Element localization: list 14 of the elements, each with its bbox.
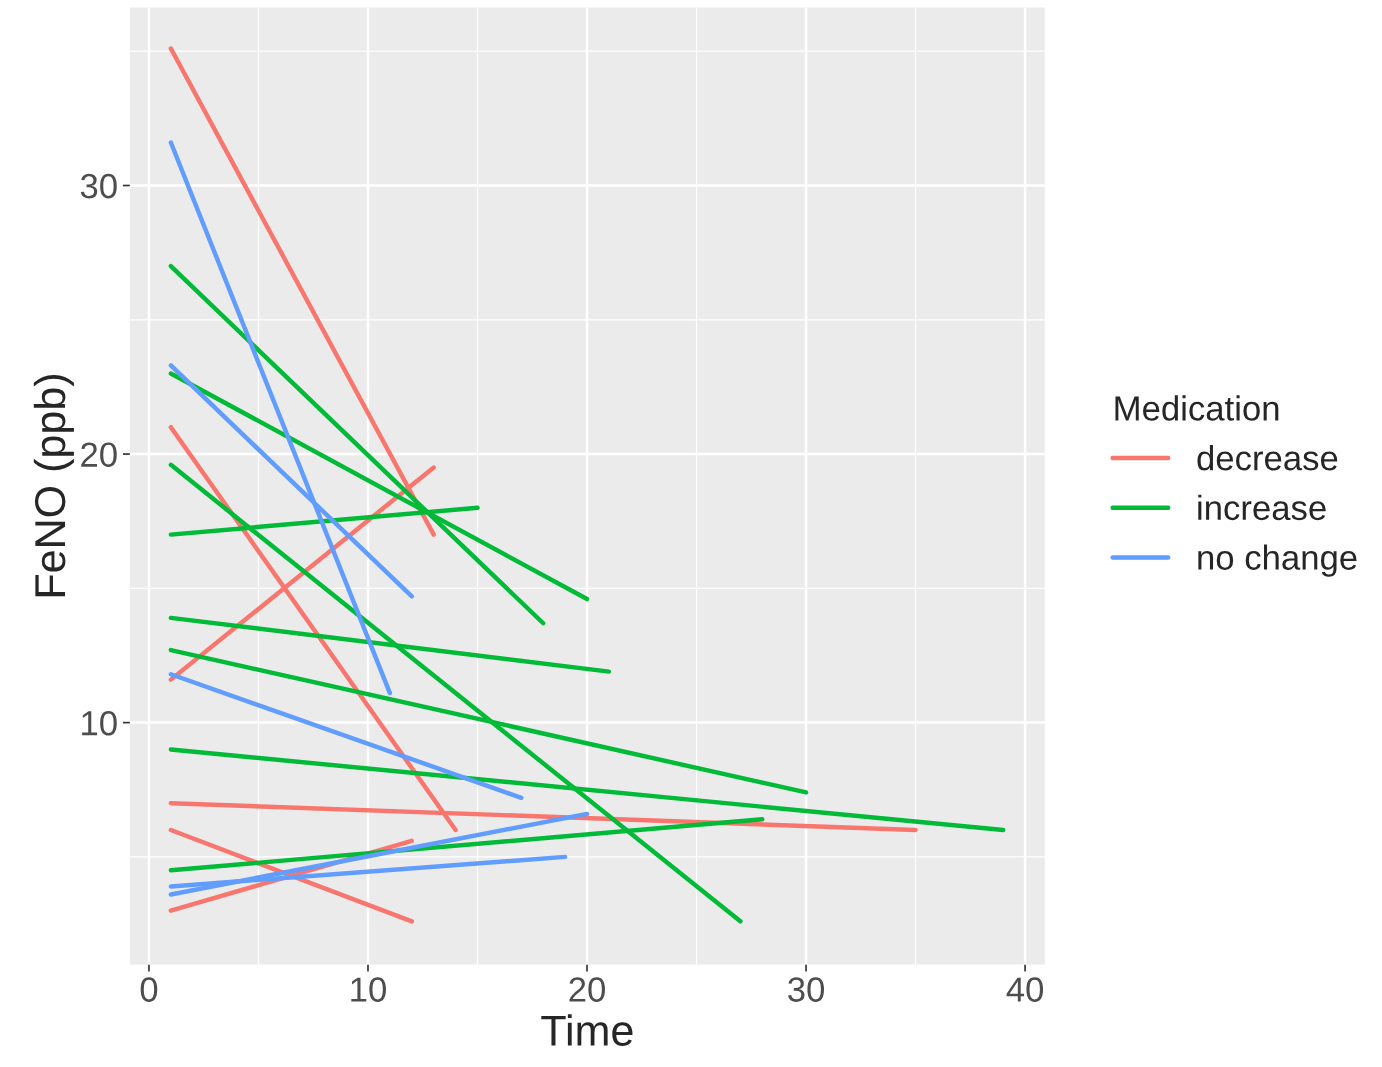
x-axis-title: Time [541, 1014, 633, 1046]
legend-label: increase [1198, 494, 1326, 521]
x-tick-label: 40 [1006, 977, 1044, 1002]
legend-label: decrease [1197, 444, 1338, 471]
x-tick-label: 30 [788, 977, 824, 1002]
x-tick-label: 10 [351, 977, 386, 1002]
y-tick-label: 30 [80, 173, 117, 199]
x-tick-label: 20 [569, 977, 605, 1002]
legend-title: Medication [1115, 395, 1279, 421]
x-tick-label: 0 [140, 977, 158, 1002]
y-tick-label: 20 [81, 442, 117, 467]
y-tick-label: 10 [82, 710, 117, 736]
legend-label: no change [1198, 544, 1357, 577]
y-axis-title: FeNO (ppb) [33, 375, 74, 597]
